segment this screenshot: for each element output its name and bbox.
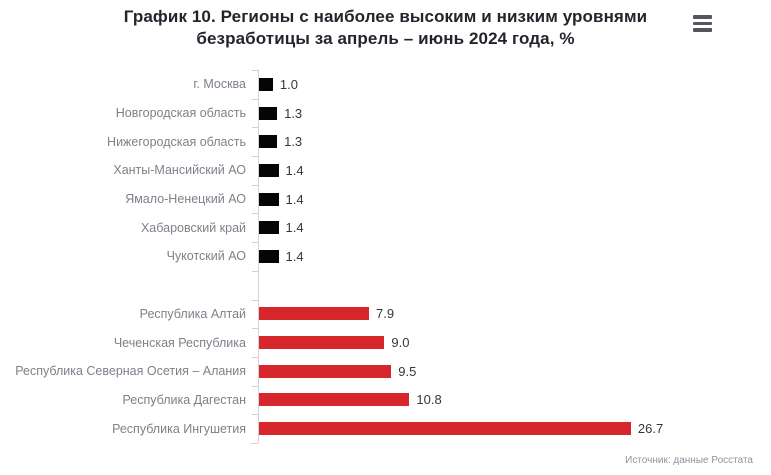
chart-row: Ханты-Мансийский АО 1.4 <box>0 156 771 185</box>
row-label: г. Москва <box>193 77 246 92</box>
plot-area: 1.4 <box>252 242 771 271</box>
chart-row: Нижегородская область 1.3 <box>0 127 771 157</box>
row-label: Республика Дагестан <box>122 392 246 407</box>
chart-row: Чеченская Республика 9.0 <box>0 328 771 357</box>
bar-value: 1.4 <box>285 248 304 264</box>
bar[interactable] <box>259 336 385 350</box>
chart-row: Новгородская область 1.3 <box>0 98 771 128</box>
plot-area: 9.5 <box>252 356 771 386</box>
row-label: Чукотский АО <box>166 249 246 264</box>
bar-value: 9.5 <box>398 363 417 379</box>
row-label: Республика Северная Осетия – Алания <box>15 364 246 379</box>
plot-area: 1.4 <box>252 156 771 185</box>
hamburger-icon <box>693 28 712 32</box>
row-label: Чеченская Республика <box>113 335 246 350</box>
bar-chart: г. Москва 1.0 Новгородская область 1.3 Н… <box>0 70 771 444</box>
chart-row: Ямало-Ненецкий АО 1.4 <box>0 184 771 214</box>
row-label: Новгородская область <box>115 106 246 121</box>
bar-value: 1.4 <box>285 220 304 236</box>
chart-title: График 10. Регионы с наиболее высоким и … <box>0 6 771 50</box>
plot-area: 10.8 <box>252 385 771 415</box>
bar-value: 9.0 <box>391 335 410 351</box>
chart-row: Чукотский АО 1.4 <box>0 242 771 271</box>
bar[interactable] <box>259 221 279 235</box>
hamburger-icon <box>693 15 712 19</box>
chart-row: г. Москва 1.0 <box>0 70 771 99</box>
chart-row: Республика Северная Осетия – Алания 9.5 <box>0 356 771 386</box>
plot-area: 1.4 <box>252 184 771 214</box>
bar-value: 7.9 <box>376 306 395 322</box>
bar[interactable] <box>259 163 279 177</box>
source-note: Источник: данные Росстата <box>625 455 753 466</box>
chart-row: Республика Алтай 7.9 <box>0 299 771 329</box>
plot-area: 26.7 <box>252 414 771 443</box>
bar-value: 26.7 <box>637 421 664 437</box>
bar[interactable] <box>259 77 273 91</box>
row-label: Республика Ингушетия <box>112 421 246 436</box>
plot-area: 9.0 <box>252 328 771 357</box>
bar[interactable] <box>259 106 278 120</box>
bar-value: 1.3 <box>284 105 303 121</box>
plot-area: 7.9 <box>252 299 771 329</box>
bar[interactable] <box>259 307 369 321</box>
row-label: Хабаровский край <box>140 220 246 235</box>
plot-area: 1.3 <box>252 98 771 128</box>
row-label: Ямало-Ненецкий АО <box>125 192 246 207</box>
plot-area: 1.0 <box>252 70 771 99</box>
bar-value: 1.0 <box>279 76 298 92</box>
chart-menu-button[interactable] <box>693 15 712 32</box>
plot-area: 1.3 <box>252 127 771 157</box>
bar[interactable] <box>259 135 278 149</box>
row-label: Нижегородская область <box>107 134 246 149</box>
bar-value: 1.4 <box>285 191 304 207</box>
chart-title-line1: График 10. Регионы с наиболее высоким и … <box>123 7 648 26</box>
row-label: Ханты-Мансийский АО <box>113 163 246 178</box>
chart-row: Республика Ингушетия 26.7 <box>0 414 771 443</box>
group-gap-row <box>0 270 771 300</box>
bar-value: 1.3 <box>284 134 303 150</box>
chart-row: Республика Дагестан 10.8 <box>0 385 771 415</box>
bar[interactable] <box>259 192 279 206</box>
chart-row: Хабаровский край 1.4 <box>0 213 771 243</box>
bar[interactable] <box>259 249 279 263</box>
bar[interactable] <box>259 422 631 436</box>
chart-title-line2: безработицы за апрель – июнь 2024 года, … <box>196 29 575 48</box>
bar-value: 10.8 <box>416 392 442 408</box>
plot-area <box>252 270 771 300</box>
bar[interactable] <box>259 364 392 378</box>
row-label: Республика Алтай <box>139 306 246 321</box>
bar-value: 1.4 <box>285 162 304 178</box>
bar[interactable] <box>259 393 410 407</box>
hamburger-icon <box>693 21 712 25</box>
plot-area: 1.4 <box>252 213 771 243</box>
